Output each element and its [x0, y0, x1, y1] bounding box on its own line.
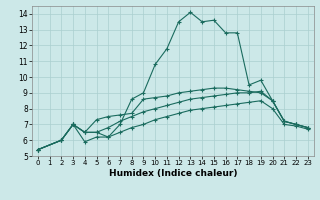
X-axis label: Humidex (Indice chaleur): Humidex (Indice chaleur) — [108, 169, 237, 178]
